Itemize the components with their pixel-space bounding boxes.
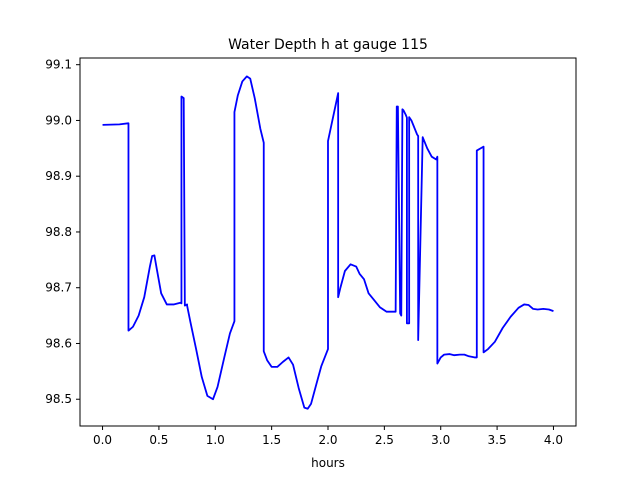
x-axis: 0.0 0.5 1.0 1.5 2.0 2.5 3.0 3.5 4.0 <box>93 426 563 447</box>
x-tick-label: 0.5 <box>149 433 168 447</box>
y-tick-label: 98.7 <box>45 281 72 295</box>
x-axis-title: hours <box>311 456 345 470</box>
x-tick-label: 3.0 <box>431 433 450 447</box>
y-tick-label: 98.8 <box>45 225 72 239</box>
series-line-water-depth <box>102 75 554 410</box>
x-tick-label: 2.5 <box>375 433 394 447</box>
y-tick-label: 98.5 <box>45 392 72 406</box>
x-tick-label: 0.0 <box>93 433 112 447</box>
y-tick-label: 99.0 <box>45 113 72 127</box>
x-tick-label: 2.0 <box>318 433 337 447</box>
y-tick-label: 99.1 <box>45 58 72 72</box>
x-tick-label: 1.0 <box>206 433 225 447</box>
y-tick-label: 98.6 <box>45 336 72 350</box>
y-tick-label: 98.9 <box>45 169 72 183</box>
y-axis: 98.5 98.6 98.7 98.8 98.9 99.0 99.1 <box>45 58 80 406</box>
x-tick-label: 4.0 <box>544 433 563 447</box>
x-tick-label: 3.5 <box>488 433 507 447</box>
x-tick-label: 1.5 <box>262 433 281 447</box>
chart-title: Water Depth h at gauge 115 <box>228 37 428 53</box>
